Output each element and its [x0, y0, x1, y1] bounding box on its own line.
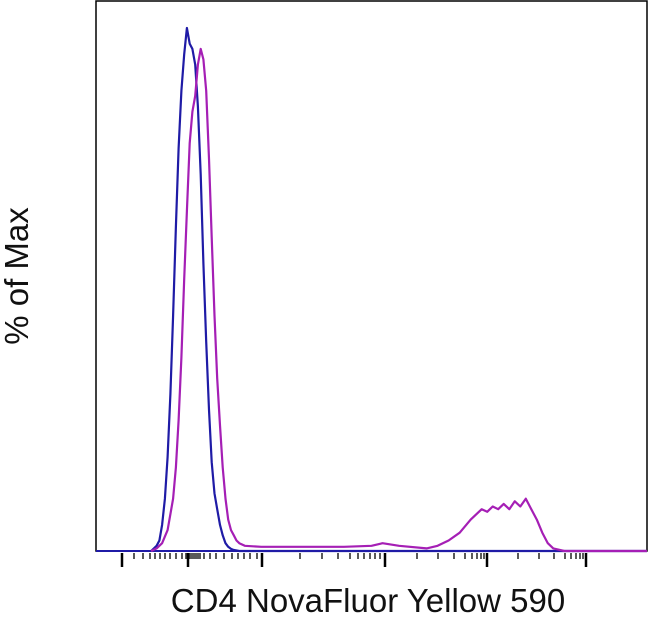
- x-axis-ticks: [120, 553, 588, 567]
- series-layer: [96, 26, 647, 553]
- series-line-1: [150, 26, 647, 553]
- series-line-2: [150, 47, 647, 553]
- plot-frame: [95, 0, 648, 552]
- x-axis-label: CD4 NovaFluor Yellow 590: [171, 582, 565, 619]
- y-axis-label: % of Max: [0, 207, 35, 345]
